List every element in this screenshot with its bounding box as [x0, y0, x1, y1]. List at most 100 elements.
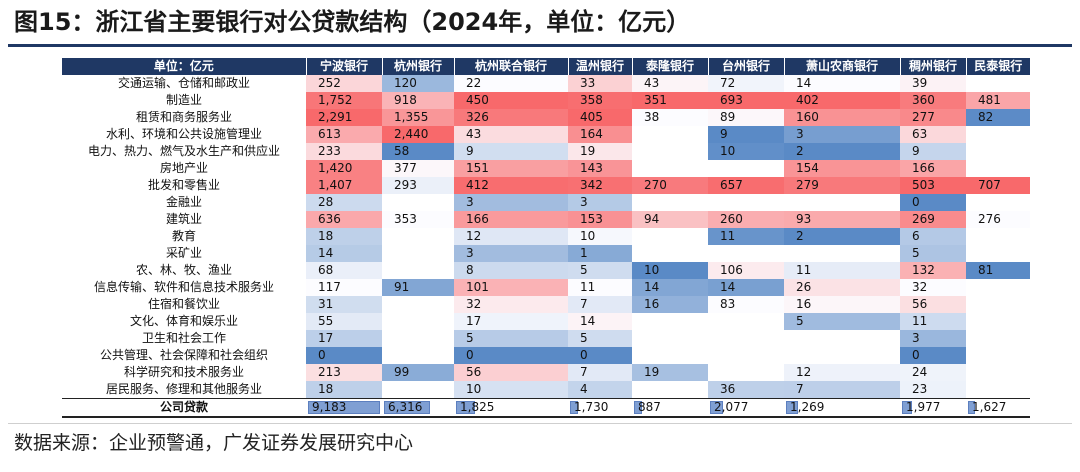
loan-value-cell: 18	[306, 381, 382, 399]
loan-value-cell: 7	[784, 381, 900, 399]
bank-header: 台州银行	[707, 58, 784, 75]
loan-value-cell: 402	[784, 92, 900, 109]
loan-value-cell: 10	[454, 381, 568, 399]
loan-value-cell: 353	[382, 211, 454, 228]
bank-header: 杭州银行	[381, 58, 454, 75]
loan-value-cell: 143	[568, 160, 632, 177]
loan-value-cell: 503	[900, 177, 966, 194]
total-label: 公司贷款	[62, 398, 306, 418]
loan-value-cell: 56	[454, 364, 568, 381]
loan-value-cell: 1,355	[382, 109, 454, 126]
loan-value-cell	[382, 381, 454, 399]
loan-value-cell: 23	[900, 381, 966, 399]
loan-value-cell: 12	[454, 228, 568, 245]
industry-label: 制造业	[165, 93, 202, 107]
loan-value-cell: 31	[306, 296, 382, 313]
loan-value-cell: 2,291	[306, 109, 382, 126]
total-cell: 887	[632, 398, 708, 418]
loan-value-cell	[382, 313, 454, 330]
total-data-bar	[786, 401, 798, 414]
loan-value-cell: 2	[784, 228, 900, 245]
loan-value-cell: 164	[568, 126, 632, 143]
loan-value-cell: 481	[966, 92, 1030, 109]
loan-value-cell: 657	[708, 177, 784, 194]
loan-value-cell: 11	[708, 228, 784, 245]
loan-value-cell: 412	[454, 177, 568, 194]
industry-label: 批发和零售业	[147, 178, 220, 192]
source-note: 数据来源：企业预警通，广发证券发展研究中心	[14, 432, 414, 454]
loan-value-cell	[784, 245, 900, 262]
industry-label: 水利、环境和公共设施管理业	[105, 127, 262, 141]
loan-value-cell: 5	[900, 245, 966, 262]
industry-label: 农、林、牧、渔业	[135, 263, 232, 277]
loan-value-cell: 19	[632, 364, 708, 381]
loan-value-cell	[632, 160, 708, 177]
loan-value-cell: 16	[632, 296, 708, 313]
loan-value-cell: 117	[306, 279, 382, 296]
table-row: 信息传输、软件和信息技术服务业 117 91 101 11 14 14 26 32	[62, 279, 1030, 296]
total-data-bar	[902, 401, 913, 414]
loan-value-cell: 24	[900, 364, 966, 381]
loan-value-cell	[784, 194, 900, 211]
loan-value-cell: 5	[784, 313, 900, 330]
table-row: 居民服务、修理和其他服务业 18 10 4 36 7 23	[62, 381, 1030, 399]
total-value: 6,316	[388, 400, 423, 414]
loan-value-cell: 1,420	[306, 160, 382, 177]
loan-value-cell	[382, 296, 454, 313]
source-divider	[8, 423, 1072, 424]
loan-value-cell: 3	[454, 194, 568, 211]
loan-value-cell: 63	[900, 126, 966, 143]
loan-value-cell: 8	[454, 262, 568, 279]
industry-label: 采矿业	[165, 246, 202, 260]
table-row: 文化、体育和娱乐业 55 17 14 5 11	[62, 313, 1030, 330]
loan-value-cell: 1,752	[306, 92, 382, 109]
loan-value-cell	[966, 194, 1030, 211]
industry-label: 租赁和商务服务业	[135, 110, 232, 124]
loan-value-cell: 38	[632, 109, 708, 126]
loan-value-cell	[966, 313, 1030, 330]
loan-value-cell	[632, 313, 708, 330]
table-row: 住宿和餐饮业 31 32 7 16 83 16 56	[62, 296, 1030, 313]
industry-label: 交通运输、仓储和邮政业	[117, 76, 250, 90]
total-value: 1,825	[460, 400, 495, 414]
bank-header: 温州银行	[567, 58, 632, 75]
loan-value-cell: 11	[784, 262, 900, 279]
loan-value-cell: 636	[306, 211, 382, 228]
loan-value-cell	[708, 313, 784, 330]
loan-value-cell: 9	[708, 126, 784, 143]
total-data-bar	[570, 401, 579, 414]
loan-value-cell: 132	[900, 262, 966, 279]
loan-value-cell	[966, 228, 1030, 245]
loan-value-cell	[632, 126, 708, 143]
industry-label: 教育	[171, 229, 196, 243]
industry-label: 建筑业	[165, 212, 202, 226]
loan-value-cell: 166	[900, 160, 966, 177]
industry-label: 居民服务、修理和其他服务业	[105, 382, 262, 396]
loan-value-cell	[708, 347, 784, 364]
loan-value-cell: 0	[900, 347, 966, 364]
loan-value-cell: 99	[382, 364, 454, 381]
table-body: 交通运输、仓储和邮政业 252 120 22 33 43 72 14 39 制造业 1,752 918…	[62, 75, 1030, 418]
loan-value-cell	[966, 75, 1030, 92]
loan-value-cell	[632, 347, 708, 364]
table-row: 教育 18 12 10 11 2 6	[62, 228, 1030, 245]
loan-value-cell: 377	[382, 160, 454, 177]
loan-value-cell: 279	[784, 177, 900, 194]
loan-value-cell: 7	[568, 364, 632, 381]
loan-value-cell: 43	[454, 126, 568, 143]
loan-value-cell: 260	[708, 211, 784, 228]
table-row: 租赁和商务服务业 2,291 1,355 326 405 38 89 160 277 82	[62, 109, 1030, 126]
loan-value-cell	[966, 160, 1030, 177]
total-cell: 9,183	[306, 398, 382, 418]
loan-value-cell: 1	[568, 245, 632, 262]
industry-label: 房地产业	[159, 161, 208, 175]
loan-value-cell: 613	[306, 126, 382, 143]
total-data-bar	[384, 401, 430, 414]
loan-value-cell: 10	[632, 262, 708, 279]
table-row: 制造业 1,752 918 450 358 351 693 402 360 481	[62, 92, 1030, 109]
total-value: 1,627	[972, 400, 1007, 414]
bank-header: 民泰银行	[965, 58, 1030, 75]
loan-value-cell: 707	[966, 177, 1030, 194]
loan-value-cell	[784, 330, 900, 347]
industry-label: 住宿和餐饮业	[147, 297, 220, 311]
